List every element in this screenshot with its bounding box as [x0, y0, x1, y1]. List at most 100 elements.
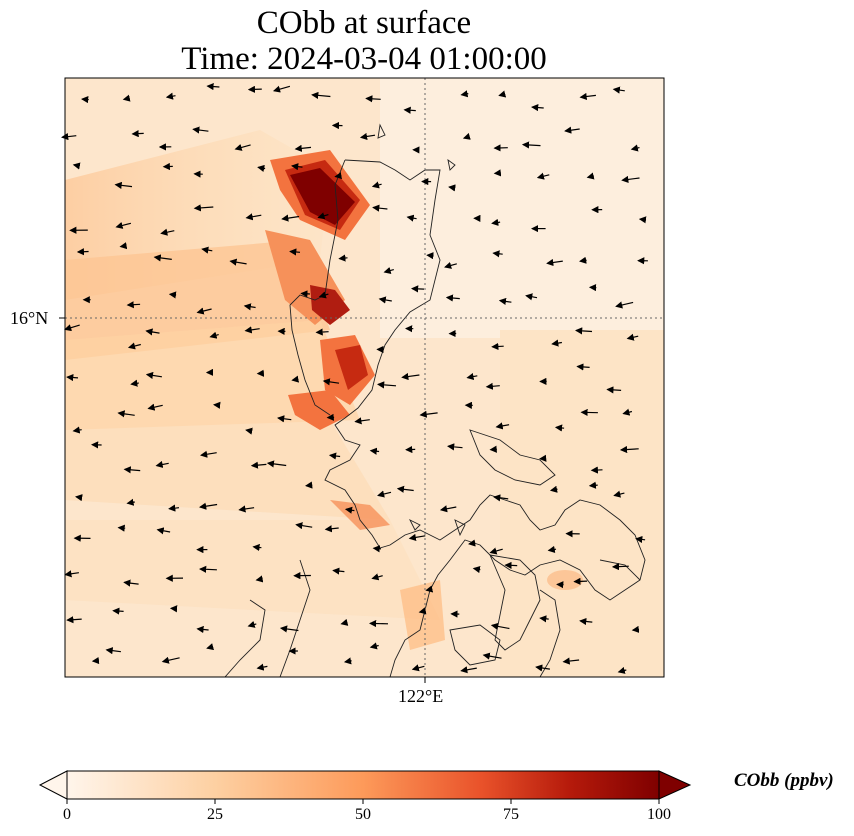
wind-arrow — [638, 216, 647, 224]
wind-arrow — [448, 184, 456, 192]
wind-arrow — [147, 403, 163, 411]
wind-arrow — [281, 214, 300, 222]
wind-arrow — [300, 290, 310, 298]
wind-arrow — [279, 625, 299, 633]
wind-arrow — [145, 371, 162, 379]
wind-arrow — [291, 375, 300, 383]
wind-arrow — [359, 132, 376, 141]
wind-arrow — [617, 666, 627, 674]
wind-arrow — [378, 296, 392, 304]
wind-arrow — [123, 579, 139, 587]
wind-arrow — [489, 445, 498, 453]
wind-arrow — [334, 172, 343, 180]
wind-arrow — [588, 481, 598, 489]
wind-arrow — [161, 656, 180, 664]
wind-arrow — [498, 90, 507, 98]
colorbar-tick-0: 0 — [63, 806, 71, 823]
wind-arrow — [606, 386, 622, 394]
wind-arrow — [117, 410, 135, 418]
wind-arrow — [257, 164, 266, 172]
wind-arrow — [462, 132, 471, 140]
wind-arrow — [549, 485, 558, 493]
wind-arrow — [485, 382, 500, 390]
map-title-line2: Time: 2024-03-04 01:00:00 — [181, 41, 547, 77]
wind-arrow — [247, 620, 257, 628]
wind-arrow — [472, 565, 481, 574]
wind-arrow — [127, 342, 141, 350]
wind-arrow — [525, 293, 538, 301]
wind-arrow — [531, 103, 544, 112]
wind-arrow — [76, 248, 89, 256]
wind-arrow — [72, 426, 82, 434]
wind-arrow — [482, 652, 502, 660]
wind-arrow — [576, 363, 590, 371]
wind-arrow — [160, 228, 175, 236]
wind-arrow — [229, 258, 247, 266]
concentration-field — [65, 78, 664, 677]
colorbar-gradient — [66, 770, 660, 800]
wind-arrow — [234, 144, 251, 151]
wind-arrow — [447, 443, 463, 451]
wind-arrow — [619, 445, 639, 454]
wind-arrow — [123, 466, 141, 474]
wind-arrow — [369, 447, 380, 455]
wind-arrow — [554, 424, 565, 432]
wind-arrow — [372, 545, 382, 553]
wind-arrow — [369, 642, 379, 650]
wind-arrow — [425, 585, 434, 593]
wind-arrow — [621, 175, 640, 184]
wind-arrow — [611, 563, 629, 571]
wind-arrow — [156, 527, 171, 535]
wind-arrow — [547, 545, 557, 553]
wind-arrow — [196, 625, 209, 634]
wind-arrow — [491, 342, 504, 351]
wind-arrow — [343, 657, 352, 665]
wind-arrow — [498, 297, 512, 305]
wind-arrow — [324, 525, 339, 533]
wind-arrow — [539, 454, 547, 462]
colorbar-tick-25: 25 — [207, 806, 223, 823]
wind-arrow — [206, 82, 220, 91]
wind-arrow — [126, 301, 141, 309]
wind-arrow — [635, 535, 646, 544]
wind-arrow — [122, 94, 131, 102]
wind-arrow — [536, 172, 550, 180]
wind-arrow — [426, 252, 434, 260]
wind-arrow — [322, 378, 340, 386]
wind-arrow — [238, 505, 255, 513]
wind-arrow — [305, 481, 313, 489]
wind-arrow — [377, 490, 392, 498]
colorbar-extend-max — [658, 770, 692, 800]
wind-arrow — [294, 144, 312, 152]
wind-arrow — [165, 92, 176, 100]
wind-arrow — [372, 204, 388, 212]
wind-arrow — [153, 254, 172, 262]
lat-tick-label: 16°N — [10, 308, 49, 328]
wind-arrow — [192, 126, 209, 134]
wind-arrow — [266, 460, 287, 468]
colorbar — [38, 770, 692, 804]
wind-arrow — [206, 643, 215, 651]
wind-arrow — [383, 267, 394, 274]
wind-arrow — [401, 372, 420, 381]
map-panel — [59, 77, 665, 683]
wind-arrow — [590, 466, 603, 474]
wind-arrow — [371, 181, 382, 189]
wind-arrow — [256, 663, 268, 671]
colorbar-extend-min — [38, 770, 68, 800]
wind-arrow — [579, 92, 596, 101]
colorbar-label: CObb (ppbv) — [734, 770, 834, 791]
wind-arrow — [244, 326, 260, 334]
wind-arrow — [252, 543, 262, 552]
wind-arrow — [626, 333, 639, 341]
wind-arrow — [72, 162, 81, 170]
wind-arrow — [344, 506, 355, 514]
wind-arrow — [315, 328, 329, 336]
wind-arrow — [289, 248, 301, 256]
wind-arrow — [250, 461, 267, 469]
wind-arrow — [564, 126, 580, 134]
wind-arrow — [573, 577, 588, 585]
wind-arrow — [115, 221, 132, 229]
wind-arrow — [460, 90, 469, 98]
colorbar-tick-75: 75 — [503, 806, 519, 823]
